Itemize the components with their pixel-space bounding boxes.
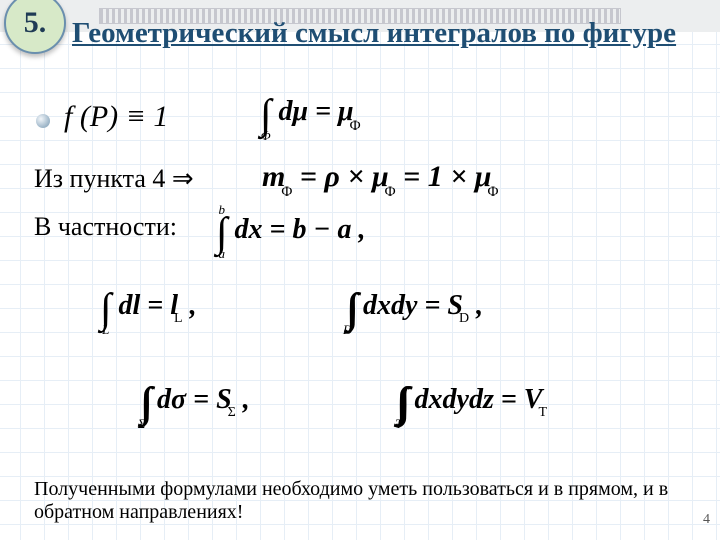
formula-int-L: ∫ L dl = lL , — [100, 290, 197, 327]
title: Геометрический смысл интегралов по фигур… — [72, 18, 690, 50]
int-L-sub: L — [174, 311, 183, 327]
formula-int-ab: ∫ b a dx = b − a , — [216, 214, 365, 248]
bullet-icon — [36, 114, 50, 128]
formula-int-T: T dxdydz = VT — [396, 384, 547, 421]
int-T-body: dxdydz = V — [415, 384, 543, 415]
int-D-tail: , — [476, 290, 483, 321]
slide: 5. Геометрический смысл интегралов по фи… — [0, 0, 720, 540]
int-D-sub: D — [459, 311, 469, 327]
int-phi-subr: Φ — [350, 118, 361, 135]
formula-int-D: D dxdy = SD , — [346, 290, 483, 327]
page-number: 4 — [703, 512, 710, 528]
int-phi-body: dμ = μ — [279, 96, 354, 127]
int-ab-top: b — [219, 202, 226, 218]
mass-mid2: = 1 × μ — [403, 160, 491, 193]
int-L-bot: L — [102, 322, 109, 338]
int-L-tail: , — [190, 290, 197, 321]
int-S-body: dσ = S — [157, 384, 232, 415]
mass-s3: Φ — [487, 184, 498, 201]
int-ab-bot: a — [219, 246, 226, 262]
int-L-body: dl = l — [119, 290, 179, 321]
mass-s1: Φ — [281, 184, 292, 201]
int-phi-lower: Φ — [261, 128, 271, 144]
int-T-bot: T — [395, 416, 402, 432]
mass-s2: Φ — [385, 184, 396, 201]
mass-mid1: = ρ × μ — [300, 160, 389, 193]
formula-mass: mΦ = ρ × μΦ = 1 × μΦ — [262, 160, 498, 201]
int-S-sub: Σ — [228, 405, 236, 421]
int-T-sub: T — [538, 405, 547, 421]
footnote: Полученными формулами необходимо уметь п… — [34, 478, 690, 524]
int-D-body: dxdy = S — [363, 290, 463, 321]
formula-int-phi: ∫ Φ dμ = μΦ — [260, 96, 361, 135]
int-S-bot: Σ — [138, 416, 146, 432]
int-D-bot: D — [343, 322, 352, 338]
section-number-badge: 5. — [4, 0, 66, 54]
text-from-point-4: Из пункта 4 ⇒ — [34, 164, 194, 194]
formula-int-Sigma: Σ dσ = SΣ , — [140, 384, 250, 421]
formula-fp: f (P) ≡ 1 — [64, 100, 168, 134]
text-in-particular: В частности: — [34, 212, 177, 242]
int-S-tail: , — [243, 384, 250, 415]
int-ab-body: dx = b − a , — [235, 214, 366, 245]
